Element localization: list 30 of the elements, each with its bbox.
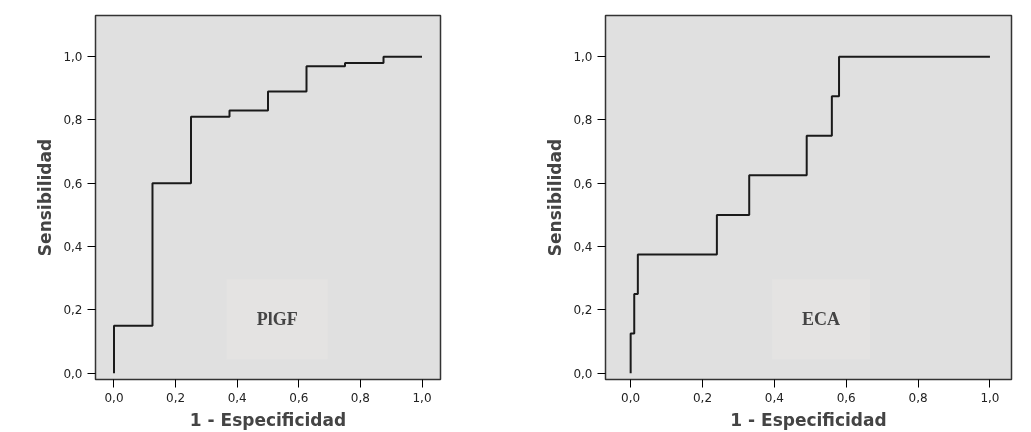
x-axis-title: 1 - Especificidad	[189, 409, 347, 430]
x-tick-label: 1,0	[412, 390, 432, 405]
x-tick-label: 0,4	[227, 390, 247, 405]
y-tick-label: 0,2	[573, 303, 593, 318]
x-tick-label: 0,0	[621, 390, 641, 405]
y-axis-title: Sensibilidad	[545, 138, 566, 257]
y-tick-label: 1,0	[573, 50, 593, 65]
y-tick-label: 0,0	[573, 366, 593, 381]
y-tick-label: 0,6	[573, 176, 593, 191]
annotation: ECA	[802, 309, 841, 330]
y-tick-label: 0,6	[63, 176, 83, 191]
x-tick-label: 0,2	[166, 390, 186, 405]
x-axis-title: 1 - Especificidad	[730, 409, 887, 430]
x-tick-label: 0,8	[350, 390, 370, 405]
x-tick-label: 0,4	[764, 390, 784, 405]
annotation: PlGF	[256, 309, 298, 330]
y-tick-label: 0,0	[63, 366, 83, 381]
y-tick-label: 0,8	[63, 113, 83, 128]
x-tick-label: 1,0	[980, 390, 1000, 405]
x-tick-label: 0,0	[104, 390, 124, 405]
y-tick-label: 0,8	[573, 113, 593, 128]
x-tick-label: 0,2	[692, 390, 713, 405]
x-tick-label: 0,8	[908, 390, 928, 405]
y-tick-label: 0,4	[573, 240, 593, 255]
x-tick-label: 0,6	[836, 390, 856, 405]
y-tick-label: 0,4	[63, 240, 83, 255]
y-tick-label: 1,0	[63, 50, 83, 65]
x-tick-label: 0,6	[289, 390, 309, 405]
y-tick-label: 0,2	[63, 303, 83, 318]
y-axis-title: Sensibilidad	[35, 138, 56, 257]
